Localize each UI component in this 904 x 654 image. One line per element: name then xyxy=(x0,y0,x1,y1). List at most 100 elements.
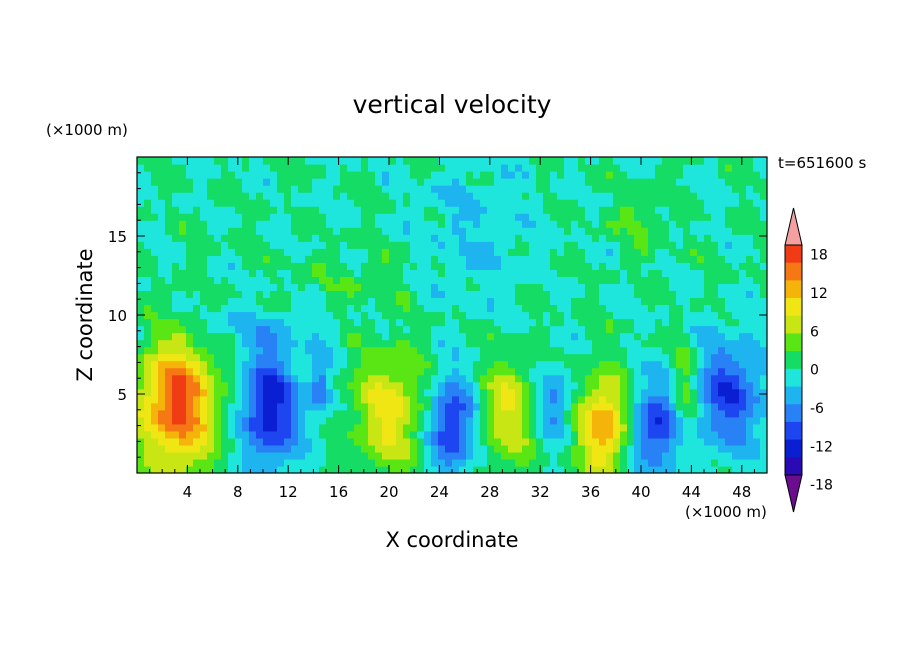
field-cell xyxy=(172,381,180,390)
field-cell xyxy=(571,206,579,214)
field-cell xyxy=(368,290,376,299)
field-cell xyxy=(536,199,544,207)
field-cell xyxy=(606,248,614,256)
field-cell xyxy=(368,185,376,193)
field-cell xyxy=(480,283,488,292)
field-cell xyxy=(431,178,439,186)
field-cell xyxy=(592,367,600,376)
field-cell xyxy=(319,325,327,334)
field-cell xyxy=(494,290,502,299)
field-cell xyxy=(459,409,467,418)
field-cell xyxy=(291,360,299,369)
field-cell xyxy=(389,227,397,235)
field-cell xyxy=(480,234,488,242)
field-cell xyxy=(676,199,684,207)
field-cell xyxy=(452,318,460,327)
field-cell xyxy=(277,437,285,446)
field-cell xyxy=(543,388,551,397)
field-cell xyxy=(746,388,754,397)
field-cell xyxy=(704,388,712,397)
field-cell xyxy=(620,458,628,467)
colorbar-box xyxy=(785,315,802,334)
field-cell xyxy=(592,353,600,362)
field-cell xyxy=(403,374,411,383)
field-cell xyxy=(676,206,684,214)
field-cell xyxy=(641,346,649,355)
field-cell xyxy=(683,437,691,446)
field-cell xyxy=(445,339,453,348)
field-cell xyxy=(655,283,663,292)
field-cell xyxy=(235,283,243,292)
field-cell xyxy=(452,437,460,446)
field-cell xyxy=(249,171,257,179)
field-cell xyxy=(249,213,257,221)
field-cell xyxy=(179,283,187,292)
field-cell xyxy=(186,458,194,467)
field-cell xyxy=(739,381,747,390)
field-cell xyxy=(606,304,614,313)
field-cell xyxy=(711,192,719,200)
field-cell xyxy=(396,178,404,186)
field-cell xyxy=(620,227,628,235)
field-cell xyxy=(725,157,733,165)
field-cell xyxy=(662,276,670,284)
field-cell xyxy=(256,416,264,425)
field-cell xyxy=(270,248,278,256)
field-cell xyxy=(641,430,649,439)
field-cell xyxy=(193,276,201,284)
field-cell xyxy=(550,178,558,186)
field-cell xyxy=(165,220,173,228)
field-cell xyxy=(585,304,593,313)
field-cell xyxy=(382,192,390,200)
field-cell xyxy=(361,311,369,320)
field-cell xyxy=(200,346,208,355)
field-cell xyxy=(599,220,607,228)
field-cell xyxy=(403,276,411,284)
field-cell xyxy=(669,185,677,193)
field-cell xyxy=(158,458,166,467)
field-cell xyxy=(564,339,572,348)
field-cell xyxy=(634,206,642,214)
field-cell xyxy=(683,213,691,221)
field-cell xyxy=(529,255,537,263)
field-cell xyxy=(270,360,278,369)
field-cell xyxy=(375,402,383,411)
field-cell xyxy=(200,241,208,249)
field-cell xyxy=(564,164,572,172)
field-cell xyxy=(144,416,152,425)
field-cell xyxy=(396,206,404,214)
field-cell xyxy=(410,255,418,263)
field-cell xyxy=(529,444,537,453)
field-cell xyxy=(368,325,376,334)
field-cell xyxy=(508,360,516,369)
field-cell xyxy=(389,374,397,383)
field-cell xyxy=(508,220,516,228)
field-cell xyxy=(354,451,362,460)
field-cell xyxy=(347,367,355,376)
field-cell xyxy=(326,164,334,172)
field-cell xyxy=(739,395,747,404)
field-cell xyxy=(340,297,348,306)
y-unit-label: (×1000 m) xyxy=(46,121,128,139)
field-cell xyxy=(305,241,313,249)
field-cell xyxy=(669,381,677,390)
field-cell xyxy=(746,430,754,439)
field-cell xyxy=(389,339,397,348)
field-cell xyxy=(431,458,439,467)
field-cell xyxy=(599,451,607,460)
field-cell xyxy=(158,339,166,348)
field-cell xyxy=(585,269,593,277)
field-cell xyxy=(214,367,222,376)
field-cell xyxy=(585,332,593,341)
field-cell xyxy=(515,395,523,404)
field-cell xyxy=(690,304,698,313)
field-cell xyxy=(662,304,670,313)
field-cell xyxy=(193,360,201,369)
field-cell xyxy=(249,241,257,249)
field-cell xyxy=(522,451,530,460)
field-cell xyxy=(676,213,684,221)
field-cell xyxy=(375,234,383,242)
field-cell xyxy=(746,451,754,460)
field-cell xyxy=(382,430,390,439)
field-cell xyxy=(228,395,236,404)
